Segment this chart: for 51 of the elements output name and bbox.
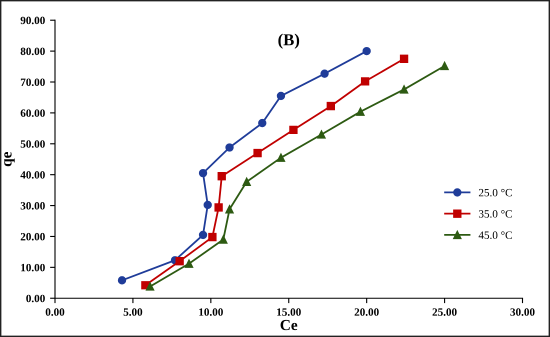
point	[214, 203, 223, 212]
y-tick-label: 80.00	[20, 48, 45, 56]
point	[289, 126, 298, 134]
point	[356, 107, 365, 116]
point	[400, 54, 408, 63]
point	[204, 200, 212, 210]
legend-label: 25.0 °C	[478, 188, 512, 196]
point	[184, 259, 194, 268]
point	[258, 118, 266, 128]
x-tick-label: 20.00	[354, 308, 379, 316]
point	[219, 235, 228, 244]
point	[253, 148, 262, 158]
point	[242, 178, 251, 186]
point	[362, 46, 371, 56]
x-tick-label: 30.00	[510, 308, 535, 316]
point	[320, 69, 329, 78]
x-tick-label: 25.00	[432, 308, 457, 316]
y-tick-label: 10.00	[21, 264, 45, 272]
point	[276, 154, 286, 162]
y-tick-label: 70.00	[20, 78, 45, 86]
point	[146, 282, 154, 291]
point	[225, 205, 234, 214]
legend-label: 35.0 °C	[478, 210, 512, 218]
point	[400, 85, 408, 94]
y-tick-label: 60.00	[20, 109, 45, 117]
x-tick-label: 15.00	[277, 308, 301, 316]
point	[326, 102, 335, 110]
x-tick-label: 0.00	[46, 308, 64, 316]
y-axis-title: qe	[4, 152, 15, 166]
x-tick-label: 5.00	[124, 308, 142, 316]
y-tick-label: 40.00	[20, 171, 45, 179]
point	[276, 92, 286, 100]
point	[208, 232, 217, 242]
y-tick-label: 0.00	[26, 294, 45, 302]
text: (B)	[278, 34, 300, 49]
point	[198, 168, 208, 178]
x-axis-title: Ce	[280, 320, 298, 330]
y-tick-label: 50.00	[20, 140, 45, 148]
point	[218, 172, 226, 180]
point	[118, 276, 126, 284]
point	[198, 230, 208, 240]
legend-label: 45.0 °C	[478, 231, 512, 239]
point	[176, 257, 184, 266]
point	[440, 62, 449, 70]
point	[317, 130, 326, 139]
x-tick-label: 10.00	[199, 308, 223, 316]
y-tick-label: 90.00	[20, 16, 45, 24]
y-tick-label: 20.00	[20, 232, 45, 240]
y-tick-label: 30.00	[20, 202, 45, 210]
point	[225, 143, 234, 152]
point	[360, 77, 370, 86]
